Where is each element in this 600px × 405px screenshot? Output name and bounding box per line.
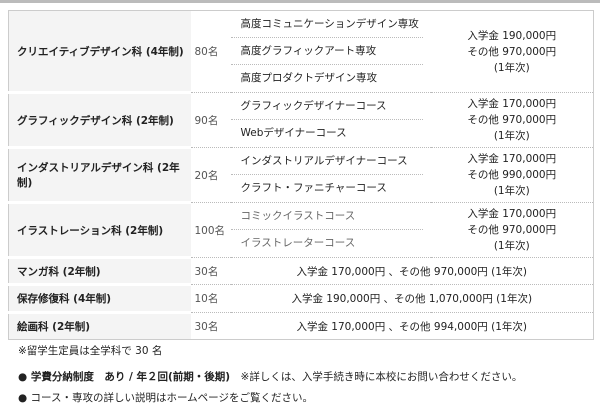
department-table: クリエイティブデザイン科 (4年制) 80名 高度コミュニケーションデザイン専攻… bbox=[8, 10, 594, 340]
course-list: インダストリアルデザイナーコース クラフト・ファニチャーコース bbox=[230, 147, 431, 203]
fee-year: (1年次) bbox=[493, 61, 530, 74]
fee: 入学金 170,000円 、その他 994,000円 (1年次) bbox=[296, 320, 528, 333]
course-item: 高度コミュニケーションデザイン専攻 bbox=[230, 11, 423, 38]
capacity: 20名 bbox=[190, 147, 231, 203]
fee-admission: 入学金 170,000円 bbox=[467, 208, 557, 220]
fee-other: その他 990,000円 bbox=[467, 169, 557, 181]
fee-other: その他 970,000円 bbox=[467, 45, 557, 58]
fee: 入学金 170,000円 、その他 970,000円 (1年次) bbox=[230, 257, 594, 285]
fee-other: その他 970,000円 bbox=[467, 224, 557, 236]
department-name: クリエイティブデザイン科 (4年制) bbox=[8, 10, 191, 94]
course-item: インダストリアルデザイナーコース bbox=[230, 148, 423, 175]
capacity: 90名 bbox=[190, 92, 231, 148]
department-name: マンガ科 (2年制) bbox=[8, 257, 191, 286]
capacity: 10名 bbox=[190, 284, 231, 313]
fee-year: (1年次) bbox=[493, 185, 530, 197]
course-list: コミックイラストコース イラストレーターコース bbox=[230, 202, 431, 258]
fee: 入学金 170,000円 その他 970,000円 (1年次) bbox=[430, 202, 594, 258]
capacity: 100名 bbox=[190, 202, 231, 258]
course-item: 高度プロダクトデザイン専攻 bbox=[240, 72, 378, 84]
course-item: イラストレーターコース bbox=[240, 237, 356, 249]
fee-other: その他 970,000円 bbox=[467, 114, 557, 126]
capacity: 30名 bbox=[190, 257, 231, 285]
fee-admission: 入学金 170,000円 bbox=[467, 153, 557, 165]
course-item: Webデザイナーコース bbox=[240, 127, 347, 139]
course-item: 高度グラフィックアート専攻 bbox=[230, 38, 423, 65]
table-row: マンガ科 (2年制) 30名 入学金 170,000円 、その他 970,000… bbox=[8, 257, 594, 286]
capacity: 80名 bbox=[190, 10, 231, 93]
course-list: 高度コミュニケーションデザイン専攻 高度グラフィックアート専攻 高度プロダクトデ… bbox=[230, 10, 431, 93]
installment-label: ● 学費分納制度 あり / 年２回(前期・後期) bbox=[18, 371, 231, 383]
table-row: クリエイティブデザイン科 (4年制) 80名 高度コミュニケーションデザイン専攻… bbox=[8, 10, 594, 94]
fee-admission: 入学金 170,000円 bbox=[467, 98, 557, 110]
installment-note: ● 学費分納制度 あり / 年２回(前期・後期) ※詳しくは、入学手続き時に本校… bbox=[18, 369, 522, 384]
capacity: 30名 bbox=[194, 320, 219, 333]
fee-year: (1年次) bbox=[493, 240, 530, 252]
department-name: インダストリアルデザイン科 (2年制) bbox=[8, 147, 191, 204]
department-name: 保存修復科 (4年制) bbox=[8, 284, 191, 314]
course-item: コミックイラストコース bbox=[230, 203, 423, 230]
top-divider bbox=[0, 0, 600, 3]
fee: 入学金 190,000円 、その他 1,070,000円 (1年次) bbox=[230, 284, 594, 313]
table-row: 保存修復科 (4年制) 10名 入学金 190,000円 、その他 1,070,… bbox=[8, 284, 594, 314]
course-item: グラフィックデザイナーコース bbox=[230, 93, 423, 120]
course-list: グラフィックデザイナーコース Webデザイナーコース bbox=[230, 92, 431, 148]
table-row: インダストリアルデザイン科 (2年制) 20名 インダストリアルデザイナーコース… bbox=[8, 147, 594, 204]
fee-admission: 入学金 190,000円 bbox=[467, 29, 557, 42]
fee: 入学金 190,000円 その他 970,000円 (1年次) bbox=[430, 10, 594, 93]
course-item: クラフト・ファニチャーコース bbox=[240, 182, 387, 194]
department-name: イラストレーション科 (2年制) bbox=[8, 202, 191, 259]
table-row: グラフィックデザイン科 (2年制) 90名 グラフィックデザイナーコース Web… bbox=[8, 92, 594, 149]
installment-detail: ※詳しくは、入学手続き時に本校にお問い合わせください。 bbox=[230, 371, 523, 383]
fee: 入学金 170,000円 その他 970,000円 (1年次) bbox=[430, 92, 594, 148]
intl-student-note: ※留学生定員は全学科で 30 名 bbox=[18, 345, 163, 357]
fee: 入学金 170,000円 その他 990,000円 (1年次) bbox=[430, 147, 594, 203]
fee-year: (1年次) bbox=[493, 130, 530, 142]
table-row: イラストレーション科 (2年制) 100名 コミックイラストコース イラストレー… bbox=[8, 202, 594, 259]
department-name: グラフィックデザイン科 (2年制) bbox=[8, 92, 191, 149]
table-row: 絵画科 (2年制) 30名 入学金 170,000円 、その他 994,000円… bbox=[8, 312, 594, 340]
department-name: 絵画科 (2年制) bbox=[8, 312, 191, 340]
homepage-note: ● コース・専攻の詳しい説明はホームページをご覧ください。 bbox=[18, 392, 313, 404]
